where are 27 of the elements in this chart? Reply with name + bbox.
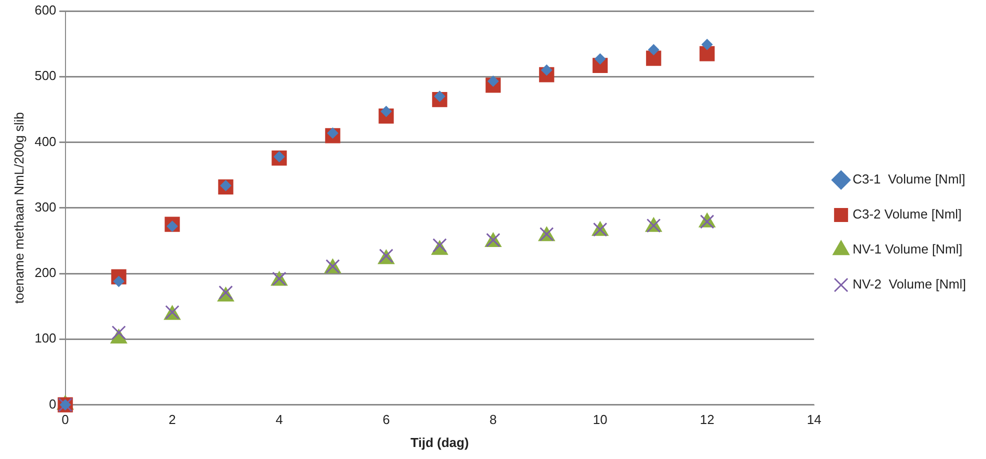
legend-label: NV-1 Volume [Nml]	[852, 242, 962, 257]
point	[700, 46, 715, 62]
x-tick-label: 8	[490, 412, 497, 428]
x-tick-label: 14	[806, 412, 822, 428]
y-tick-label: 300	[34, 199, 56, 214]
x-tick-label: 10	[592, 412, 608, 428]
legend-label: C3-2 Volume [Nml]	[852, 206, 962, 222]
point	[646, 50, 662, 66]
x-tick-label: 0	[62, 412, 69, 428]
y-tick-label: 600	[34, 2, 56, 18]
y-axis-title: toename methaan NmL/200g slib	[11, 112, 26, 304]
y-tick-label: 0	[49, 396, 56, 412]
x-tick-label: 6	[382, 412, 390, 428]
point	[648, 44, 660, 56]
y-tick-label: 400	[34, 134, 56, 149]
legend-label: C3-1 Volume [Nml]	[852, 172, 966, 187]
y-tick-label: 200	[34, 265, 56, 280]
legend-label: NV-2 Volume [Nml]	[852, 276, 966, 292]
x-tick-label: 4	[276, 412, 283, 428]
point	[594, 53, 606, 64]
point	[112, 325, 126, 340]
x-axis-title: Tijd (dag)	[410, 434, 469, 450]
point	[702, 38, 713, 50]
x-tick-label: 2	[168, 412, 176, 428]
y-tick-label: 100	[34, 330, 56, 346]
x-tick-label: 12	[700, 412, 714, 428]
y-tick-label: 500	[34, 68, 56, 84]
